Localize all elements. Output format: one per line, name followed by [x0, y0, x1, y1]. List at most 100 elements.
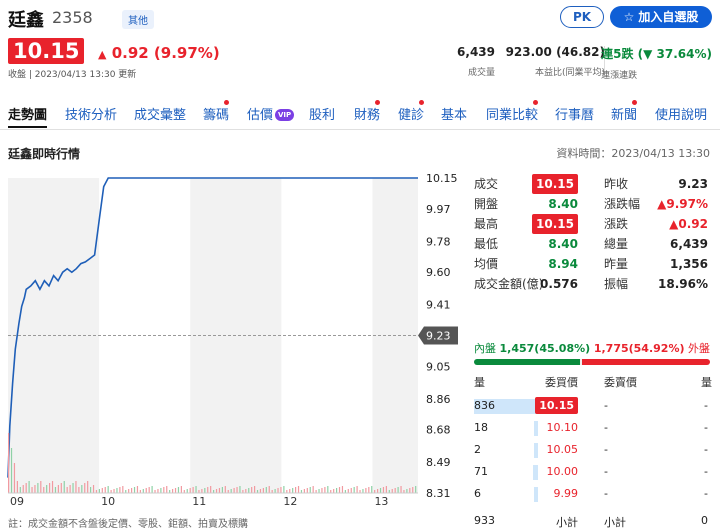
ask-qty: -	[704, 443, 708, 456]
y-tick-label: 9.41	[426, 299, 451, 312]
volume-bar	[268, 486, 270, 493]
quote-label: 漲跌幅	[604, 197, 641, 211]
order-book-row: 71 10.00 - -	[474, 462, 710, 484]
volume-bar	[213, 490, 215, 493]
volume-bar	[297, 486, 300, 493]
volume-bar	[207, 487, 209, 493]
volume-bar	[374, 490, 376, 493]
volume-bar	[169, 490, 171, 493]
quote-label: 最低	[474, 237, 499, 251]
ask-price: -	[604, 421, 608, 434]
bid-qty: 2	[474, 443, 481, 456]
volume-bar	[133, 487, 136, 493]
streak-text: 連5跌	[601, 47, 634, 61]
tab-finance[interactable]: 財務	[354, 108, 381, 123]
y-tick-label: 8.68	[426, 424, 451, 437]
bid-volume-bar	[534, 443, 538, 458]
volume-bar	[154, 490, 156, 493]
book-header-ask: 委賣價	[604, 376, 637, 389]
volume-bar	[72, 483, 74, 493]
total-bid-label: 小計	[556, 516, 578, 529]
volume-bar	[368, 487, 370, 493]
quote-label: 漲跌	[604, 217, 629, 231]
volume-bar	[239, 486, 241, 493]
ask-price: -	[604, 443, 608, 456]
bid-price: 9.99	[553, 487, 579, 500]
volume-bar	[142, 489, 144, 493]
bid-qty: 71	[474, 465, 488, 478]
volume-bar	[104, 487, 106, 493]
stat-streak: 連5跌 (▼ 37.64%) 連漲連跌	[601, 45, 712, 81]
tab-valuation[interactable]: 估價 VIP	[247, 104, 295, 123]
quote-label: 振幅	[604, 277, 629, 291]
x-tick-label: 11	[192, 495, 206, 508]
tab-health[interactable]: 健診	[398, 108, 425, 123]
ask-qty: -	[704, 421, 708, 434]
volume-bar	[43, 487, 45, 493]
tab-dividend[interactable]: 股利	[309, 108, 336, 123]
x-tick-label: 10	[101, 495, 115, 508]
volume-bar	[46, 485, 48, 493]
bid-qty: 18	[474, 421, 488, 434]
add-watchlist-button[interactable]: ☆ 加入自選股	[610, 6, 712, 28]
outer-bar	[581, 359, 710, 365]
pk-button[interactable]: PK	[560, 6, 604, 28]
volume-bar	[248, 488, 250, 493]
price-change: ▲ 0.92 (9.97%)	[98, 44, 220, 62]
volume-bar	[403, 490, 405, 493]
stat-volume: 6,439 成交量	[457, 45, 495, 78]
star-icon: ☆	[623, 10, 635, 24]
bid-volume-bar	[474, 399, 538, 414]
data-time: 資料時間：2023/04/13 13:30	[556, 147, 710, 160]
price-change-value: 0.92 (9.97%)	[111, 44, 220, 62]
volume-bar	[406, 489, 408, 493]
volume-bar	[180, 486, 182, 493]
tab-news[interactable]: 新聞	[611, 108, 638, 123]
tab-chips[interactable]: 籌碼	[203, 108, 230, 123]
tab-chart[interactable]: 走勢圖	[8, 104, 48, 128]
tab-summary[interactable]: 成交彙整	[134, 108, 187, 123]
volume-bar	[224, 486, 226, 493]
vip-badge: VIP	[275, 109, 295, 121]
quote-row-right: 漲跌幅 ▲9.97%	[604, 194, 708, 216]
stat-volume-label: 成交量	[467, 68, 495, 78]
x-tick-label: 13	[374, 495, 388, 508]
tab-peer[interactable]: 同業比較	[486, 108, 539, 123]
inner-outer-bar	[474, 359, 710, 365]
volume-bar	[195, 486, 197, 493]
bid-volume-bar	[534, 421, 538, 436]
volume-bar	[166, 486, 168, 493]
tab-basic[interactable]: 基本	[441, 108, 468, 123]
volume-bar	[306, 488, 308, 493]
volume-bar	[292, 488, 294, 493]
volume-bar	[391, 489, 393, 493]
volume-bar	[262, 488, 264, 493]
streak-pct: (▼ 37.64%)	[637, 47, 712, 61]
tab-technical[interactable]: 技術分析	[65, 108, 118, 123]
tab-calendar[interactable]: 行事曆	[555, 108, 595, 123]
quote-row-right: 振幅 18.96%	[604, 274, 708, 296]
close-time: 收盤 | 2023/04/13 13:30 更新	[8, 70, 137, 80]
new-dot-icon	[224, 100, 229, 105]
volume-bar	[198, 490, 200, 493]
stock-header: 廷鑫 2358 其他 PK ☆ 加入自選股	[8, 6, 712, 31]
volume-bar	[204, 488, 206, 493]
tab-help[interactable]: 使用說明	[655, 108, 708, 123]
y-tick-label: 9.60	[426, 266, 451, 279]
quote-label: 昨收	[604, 177, 629, 191]
volume-bar	[128, 489, 130, 493]
volume-bar	[409, 488, 411, 493]
intraday-chart[interactable]: 09 10 11 12 13 10.15 9.97 9.78 9.60 9.41 9.05 8.86 8…	[0, 168, 470, 513]
triangle-up-icon: ▲	[98, 48, 107, 61]
volume-bar	[327, 486, 329, 493]
quote-value: ▲9.97%	[657, 197, 708, 211]
x-tick-label: 12	[283, 495, 297, 508]
volume-bar	[245, 489, 247, 493]
volume-bar	[13, 463, 16, 493]
volume-bar	[122, 486, 124, 493]
volume-bar	[92, 485, 95, 493]
quote-row-left: 最高 10.15	[474, 214, 578, 236]
bid-price: 10.10	[546, 421, 579, 434]
volume-bar	[394, 488, 396, 493]
